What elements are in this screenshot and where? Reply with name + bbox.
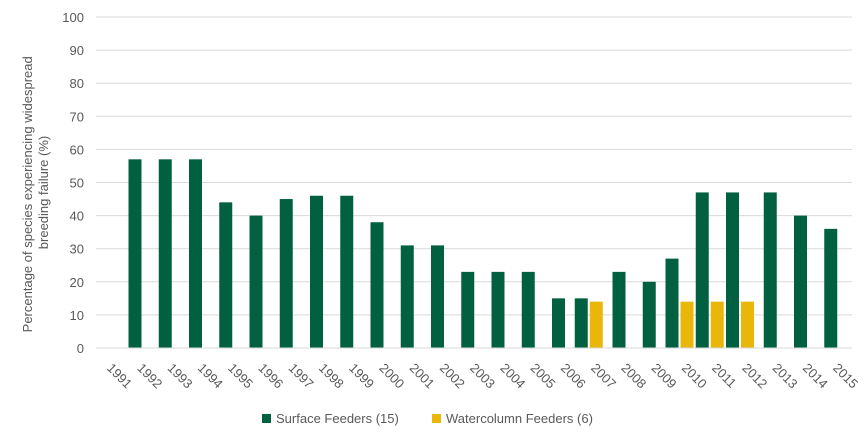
bar-surface-2005	[552, 298, 565, 348]
x-tick-label-2010: 2010	[679, 360, 710, 391]
y-tick-label-0: 0	[77, 341, 84, 356]
x-tick-label-2009: 2009	[649, 360, 680, 391]
x-tick-label-2013: 2013	[770, 360, 801, 391]
y-tick-label-70: 70	[70, 109, 84, 124]
bar-surface-2002	[461, 271, 475, 348]
x-tick-label-2007: 2007	[588, 360, 619, 391]
bar-surface-1999	[370, 222, 384, 348]
legend: Surface Feeders (15) Watercolumn Feeders …	[262, 411, 593, 426]
bar-surface-2012	[763, 192, 777, 348]
bar-surface-1991	[128, 159, 142, 348]
bar-surface-2004	[521, 271, 535, 348]
bars	[128, 159, 838, 348]
legend-swatch-surface	[262, 414, 271, 423]
x-tick-label-2005: 2005	[528, 360, 559, 391]
x-tick-label-2003: 2003	[467, 360, 498, 391]
x-tick-label-2015: 2015	[830, 360, 861, 391]
bar-surface-2006	[574, 298, 588, 348]
bar-surface-2009	[665, 258, 679, 348]
x-tick-label-2002: 2002	[437, 360, 468, 391]
bar-surface-1995	[249, 215, 263, 348]
x-tick-label-1996: 1996	[255, 360, 286, 391]
y-tick-label-40: 40	[70, 209, 84, 224]
bar-surface-2001	[431, 245, 444, 348]
y-tick-label-50: 50	[70, 176, 84, 191]
x-tick-label-2012: 2012	[739, 360, 770, 391]
y-tick-label-10: 10	[70, 308, 84, 323]
bar-surface-1993	[189, 159, 202, 348]
x-tick-label-2004: 2004	[497, 360, 528, 391]
bar-surface-1996	[279, 199, 293, 348]
bar-watercolumn-2009	[680, 301, 694, 348]
x-tick-label-1992: 1992	[134, 360, 165, 391]
legend-label-surface: Surface Feeders (15)	[276, 411, 399, 426]
bar-surface-2013	[794, 215, 807, 348]
x-tick-label-2000: 2000	[376, 360, 407, 391]
x-tick-label-1995: 1995	[225, 360, 256, 391]
y-tick-label-80: 80	[70, 76, 84, 91]
x-tick-label-1998: 1998	[316, 360, 347, 391]
y-axis-title-line-1: Percentage of species experiencing wides…	[20, 56, 35, 332]
x-tick-label-1991: 1991	[104, 360, 135, 391]
y-axis-ticks: 0 10 20 30 40 50 60 70 80 90 100	[62, 10, 84, 356]
legend-label-watercolumn: Watercolumn Feeders (6)	[446, 411, 593, 426]
x-axis-ticks: 1991 1992 1993 1994 1995 1996 1997 1998 1999 2000…	[104, 360, 861, 391]
y-tick-label-20: 20	[70, 275, 84, 290]
y-tick-label-60: 60	[70, 142, 84, 157]
y-axis-title: Percentage of species experiencing wides…	[20, 53, 51, 333]
y-tick-label-30: 30	[70, 242, 84, 257]
y-axis-title-line-2: breeding failure (%)	[36, 136, 51, 249]
bar-watercolumn-2006	[589, 301, 603, 348]
bar-watercolumn-2011	[741, 301, 754, 348]
x-tick-label-1994: 1994	[195, 360, 226, 391]
bar-watercolumn-2010	[710, 301, 724, 348]
x-tick-label-2008: 2008	[618, 360, 649, 391]
x-tick-label-1997: 1997	[286, 360, 317, 391]
x-tick-label-2011: 2011	[709, 360, 739, 390]
bar-surface-2011	[726, 192, 739, 348]
bar-surface-1997	[310, 195, 323, 348]
bar-surface-2003	[491, 271, 505, 348]
y-tick-label-90: 90	[70, 43, 84, 58]
x-tick-label-2006: 2006	[558, 360, 589, 391]
x-tick-label-1993: 1993	[165, 360, 196, 391]
x-tick-label-2014: 2014	[800, 360, 831, 391]
bar-surface-2007	[612, 271, 626, 348]
bar-surface-1992	[158, 159, 172, 348]
bar-surface-2010	[695, 192, 709, 348]
x-tick-label-1999: 1999	[346, 360, 377, 391]
bar-surface-1998	[340, 195, 354, 348]
bar-surface-2000	[400, 245, 414, 348]
y-tick-label-100: 100	[62, 10, 84, 25]
bar-surface-1994	[219, 202, 233, 348]
bar-surface-2014	[824, 228, 838, 348]
legend-swatch-watercolumn	[432, 414, 441, 423]
bar-surface-2008	[642, 281, 656, 348]
x-tick-label-2001: 2001	[407, 360, 438, 391]
